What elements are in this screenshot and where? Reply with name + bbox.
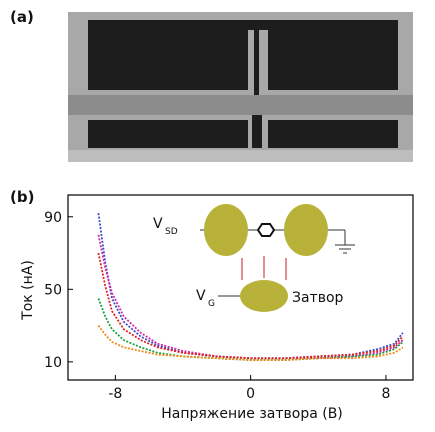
data-line xyxy=(97,325,404,361)
data-line xyxy=(97,298,404,361)
x-tick-label: 8 xyxy=(381,386,390,402)
y-tick-label: 50 xyxy=(44,282,62,298)
y-axis-label: Ток (нА) xyxy=(20,260,36,321)
x-tick-label: 0 xyxy=(246,386,255,402)
x-axis-label: Напряжение затвора (В) xyxy=(161,406,343,422)
inset-label: V xyxy=(153,216,163,232)
x-tick-label: -8 xyxy=(108,386,122,402)
panel-label: (b) xyxy=(10,188,34,206)
y-tick-label: 90 xyxy=(44,210,62,226)
data-line xyxy=(97,252,404,360)
sem-image xyxy=(68,12,413,162)
y-tick-label: 10 xyxy=(44,355,62,371)
plot-frame xyxy=(67,194,414,381)
inset-label: G xyxy=(208,299,215,309)
inset-label: V xyxy=(196,288,206,304)
inset-label: Затвор xyxy=(292,290,344,306)
inset: V SD V G Затвор xyxy=(153,204,355,312)
panel-label: (a) xyxy=(10,8,34,26)
inset-label: SD xyxy=(165,227,178,237)
